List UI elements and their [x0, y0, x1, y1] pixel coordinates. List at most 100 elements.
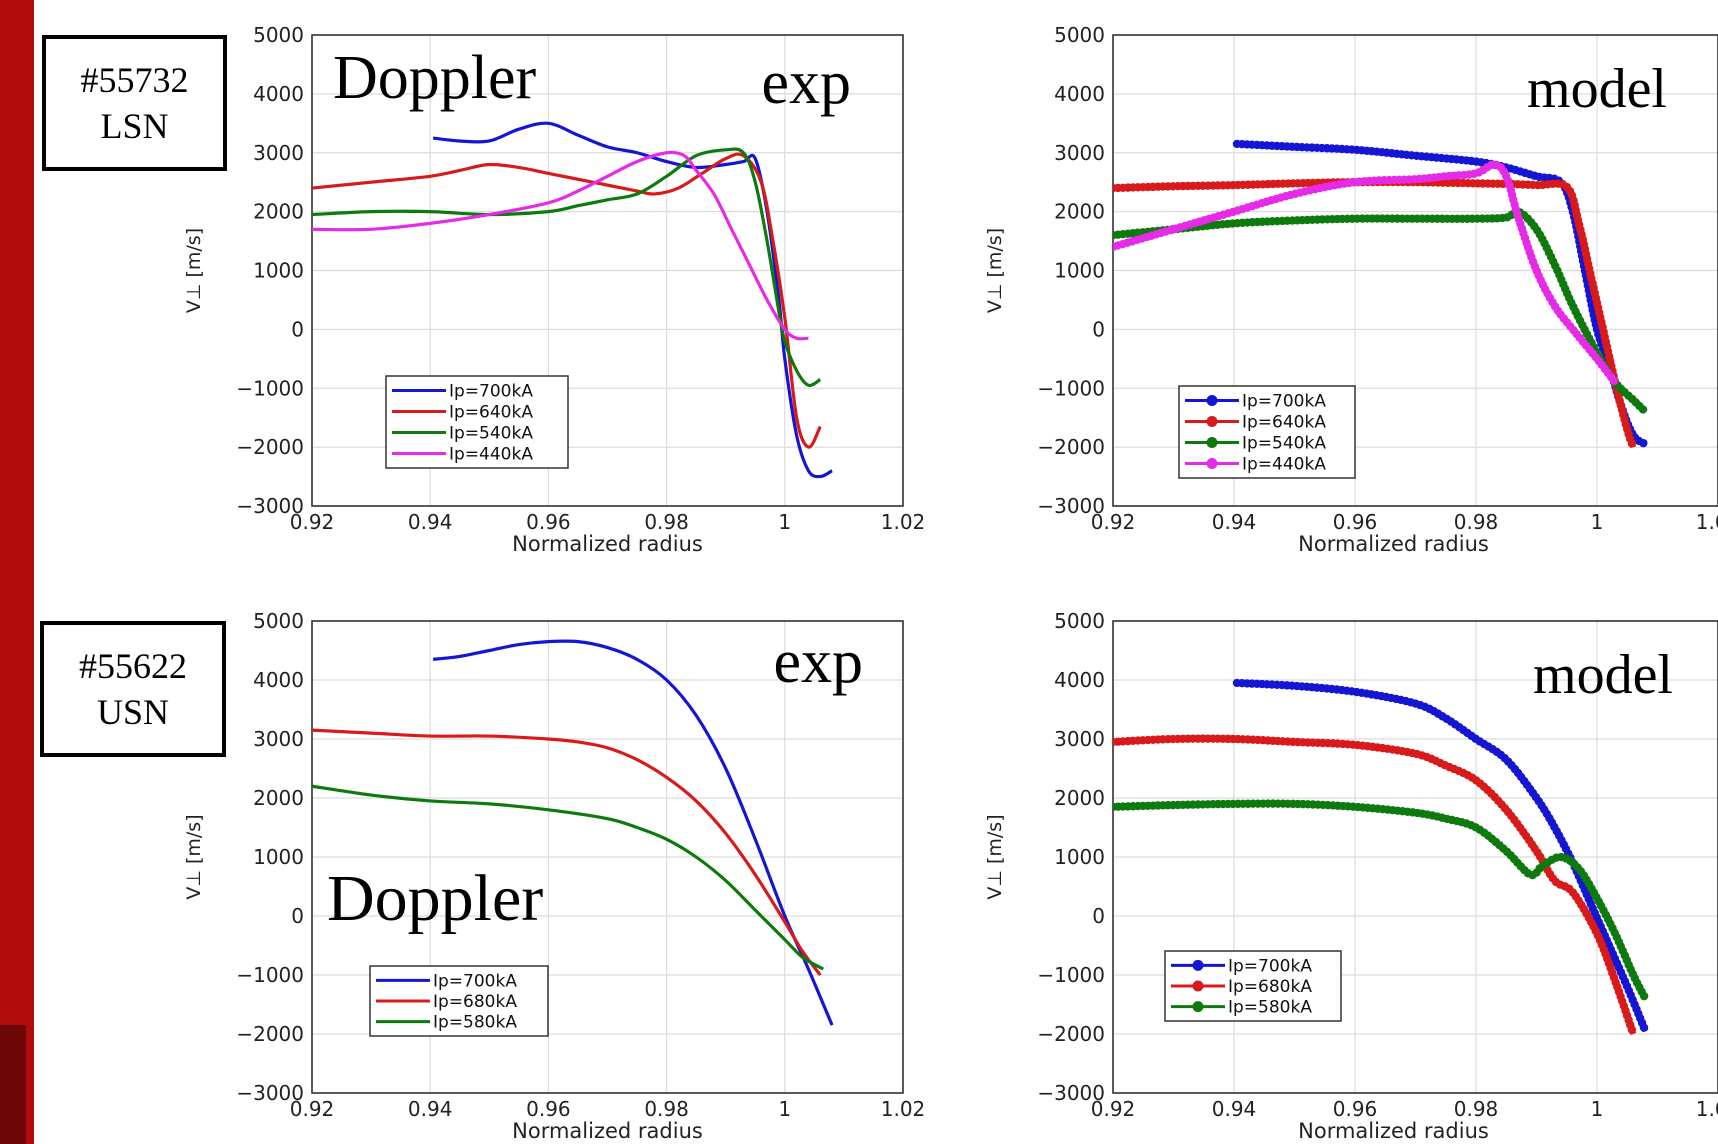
x-tick-label: 0.92	[1091, 1097, 1136, 1121]
axes-frame	[1112, 34, 1718, 507]
configuration-label: USN	[96, 692, 170, 732]
series-group	[1113, 139, 1648, 449]
panel-annotation: model	[1533, 644, 1673, 706]
series-line	[432, 639, 834, 1026]
y-tick-label: −1000	[1037, 963, 1105, 987]
y-tick-label: 5000	[253, 23, 304, 47]
panel-annotation: exp	[773, 628, 863, 696]
accent-side-bar	[0, 0, 34, 1144]
x-tick-label: 0.92	[290, 510, 335, 534]
y-tick-label: 1000	[253, 845, 304, 869]
series-group	[1113, 678, 1649, 1035]
y-tick-label: 5000	[1054, 609, 1105, 633]
shot-label-box-bottom: #55622 USN	[40, 621, 226, 757]
y-tick-label: −2000	[1037, 435, 1105, 459]
x-tick-label: 1	[1591, 1097, 1604, 1121]
y-tick-label: −3000	[1037, 494, 1105, 518]
legend-label: Ip=680kA	[1228, 977, 1312, 997]
legend-marker	[1192, 959, 1204, 971]
legend-label: Ip=440kA	[1242, 455, 1326, 475]
x-tick-label: 1.02	[881, 1097, 926, 1121]
x-axis-label: Normalized radius	[512, 1119, 703, 1143]
y-tick-label: 5000	[253, 609, 304, 633]
legend-marker	[1206, 437, 1218, 448]
y-tick-label: 5000	[1054, 23, 1105, 47]
y-tick-label: 4000	[253, 668, 304, 692]
y-tick-label: 1000	[1054, 845, 1105, 869]
y-axis-label: V⊥ [m/s]	[183, 228, 205, 313]
x-tick-label: 1	[778, 1097, 791, 1121]
legend-marker	[1206, 416, 1218, 427]
y-tick-label: 2000	[1054, 200, 1105, 224]
series-marker	[1639, 991, 1649, 1001]
y-tick-label: 0	[291, 317, 304, 341]
x-tick-label: 0.92	[1091, 510, 1136, 534]
legend-label: Ip=640kA	[1242, 413, 1326, 433]
axes-frame	[311, 34, 904, 507]
legend-label: Ip=700kA	[449, 382, 533, 402]
y-tick-label: −3000	[236, 1081, 304, 1105]
shot-label-box-top: #55732 LSN	[42, 35, 227, 171]
x-tick-label: 0.96	[1333, 510, 1378, 534]
y-tick-label: 1000	[1054, 259, 1105, 283]
series-marker	[1639, 438, 1648, 448]
y-axis-label: V⊥ [m/s]	[984, 228, 1006, 313]
legend-label: Ip=580kA	[433, 1013, 517, 1033]
x-tick-label: 1.02	[881, 510, 926, 534]
y-tick-label: 2000	[253, 200, 304, 224]
legend-label: Ip=680kA	[433, 992, 517, 1012]
y-tick-label: −2000	[236, 435, 304, 459]
chart-panel-0: 0.92 0.94 0.96 0.98 1 1.02 −3000 −2000 −1000 0 100…	[183, 23, 925, 556]
x-tick-label: 0.98	[1454, 1097, 1499, 1121]
y-tick-label: 4000	[253, 82, 304, 106]
x-tick-label: 0.98	[1454, 510, 1499, 534]
series-marker	[1609, 376, 1619, 386]
y-tick-label: −2000	[1037, 1022, 1105, 1046]
x-tick-label: 0.94	[1212, 510, 1257, 534]
legend-marker	[1206, 395, 1218, 406]
y-tick-label: 3000	[253, 141, 304, 165]
legend-label: Ip=700kA	[1242, 392, 1326, 412]
y-tick-label: −1000	[236, 376, 304, 400]
x-tick-label: 0.98	[644, 510, 689, 534]
axes-frame	[311, 620, 904, 1094]
legend-label: Ip=700kA	[1228, 956, 1312, 976]
y-axis-label: V⊥ [m/s]	[984, 814, 1006, 899]
x-axis-label: Normalized radius	[512, 532, 703, 556]
x-tick-label: 1	[1591, 510, 1604, 534]
shot-number: #55732	[80, 60, 189, 100]
legend-marker	[1192, 1001, 1204, 1013]
y-axis-label: V⊥ [m/s]	[183, 814, 205, 899]
chart-panel-3: 0.92 0.94 0.96 0.98 1 1.02 −3000 −2000 −1000 0 100…	[984, 609, 1718, 1143]
accent-side-bar-dark	[0, 1025, 26, 1144]
series-group	[312, 121, 833, 479]
panel-annotation: Doppler	[327, 862, 543, 935]
y-tick-label: 3000	[1054, 141, 1105, 165]
y-tick-label: 1000	[253, 259, 304, 283]
legend-label: Ip=540kA	[1242, 434, 1326, 454]
x-tick-label: 0.94	[408, 510, 453, 534]
legend-label: Ip=540kA	[449, 424, 533, 444]
panel-annotation: exp	[761, 49, 851, 117]
y-tick-label: 3000	[1054, 727, 1105, 751]
y-tick-label: 2000	[253, 786, 304, 810]
y-tick-label: −3000	[236, 494, 304, 518]
y-tick-label: 0	[1092, 904, 1105, 928]
shot-number: #55622	[79, 646, 187, 686]
x-axis-label: Normalized radius	[1298, 1119, 1489, 1143]
x-tick-label: 0.98	[644, 1097, 689, 1121]
configuration-label: LSN	[100, 106, 169, 146]
panel-annotation: model	[1527, 58, 1667, 120]
y-tick-label: −2000	[236, 1022, 304, 1046]
legend-label: Ip=580kA	[1228, 998, 1312, 1018]
x-tick-label: 0.96	[1333, 1097, 1378, 1121]
x-tick-label: 1.02	[1696, 510, 1718, 534]
series-marker	[1627, 439, 1637, 448]
panel-annotation: Doppler	[333, 44, 537, 112]
legend-marker	[1206, 458, 1218, 469]
series-marker	[1638, 405, 1648, 414]
x-tick-label: 0.94	[1212, 1097, 1257, 1121]
